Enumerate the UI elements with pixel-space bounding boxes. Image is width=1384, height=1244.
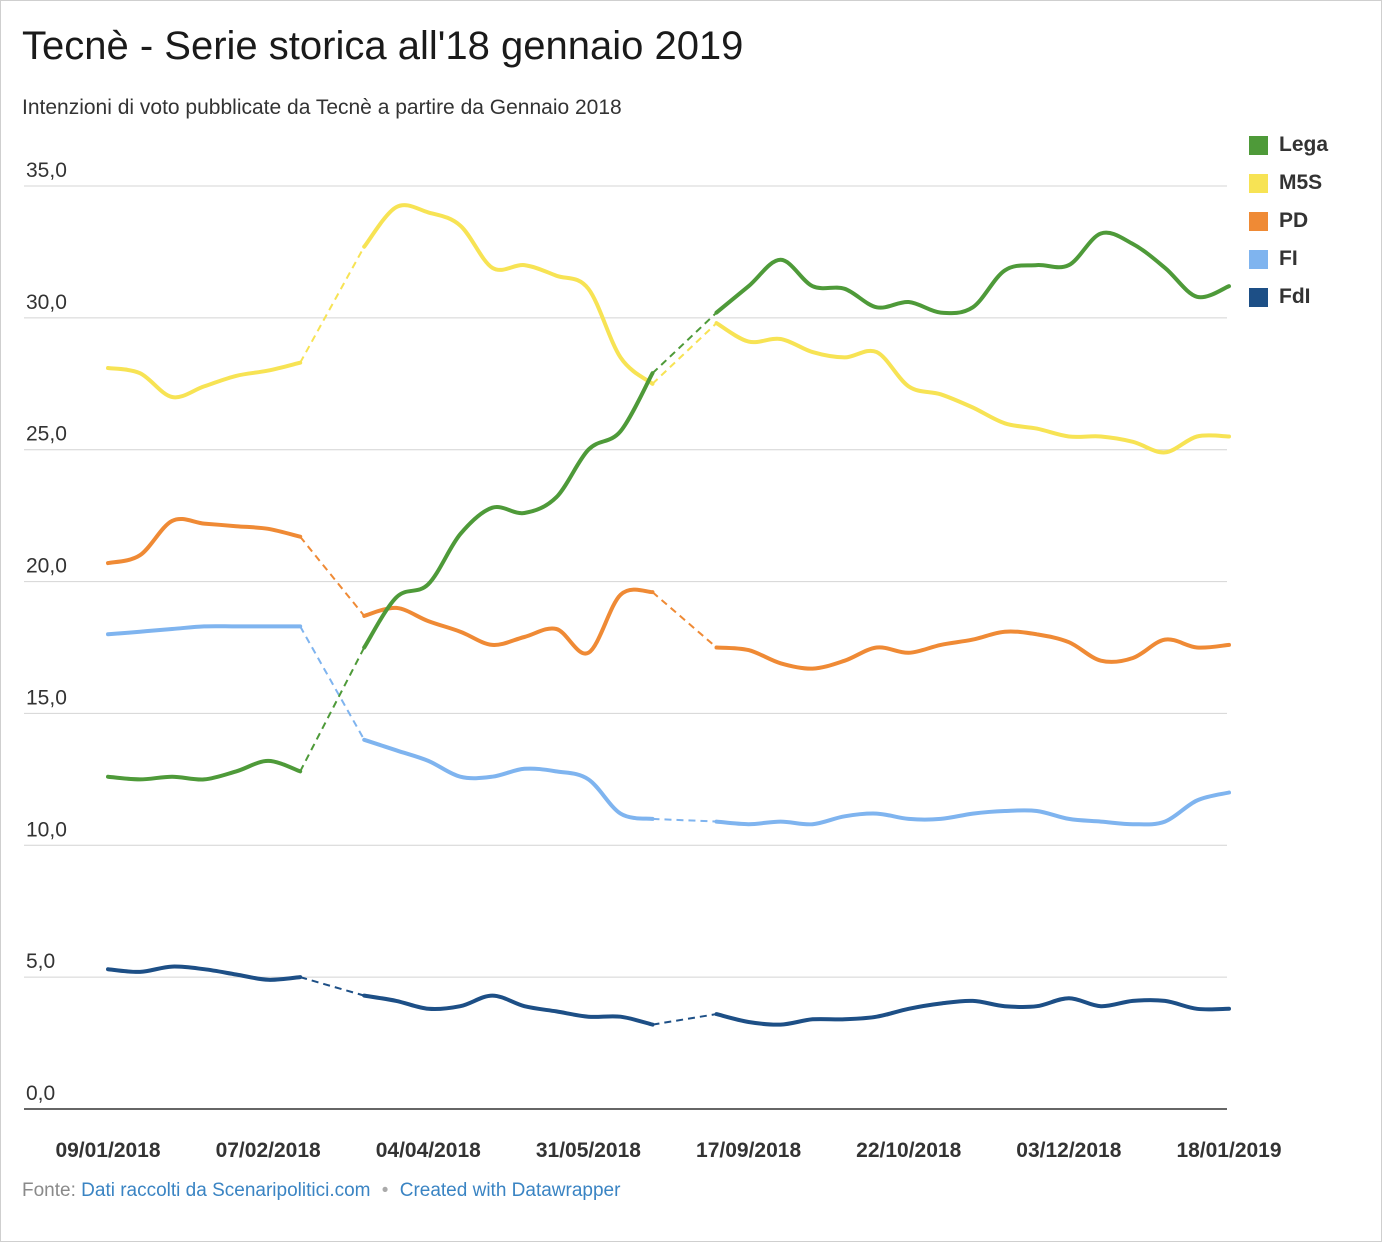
series-fdi-line: [362, 993, 655, 1027]
legend-item-m5s: M5S: [1249, 164, 1328, 202]
chart-legend: Lega M5S PD FI FdI: [1249, 126, 1328, 316]
legend-item-lega: Lega: [1249, 126, 1328, 164]
series-fi-line: [106, 624, 303, 637]
legend-swatch: [1249, 173, 1268, 193]
series-lega-line: [106, 758, 303, 782]
legend-item-fdi: FdI: [1249, 278, 1328, 316]
legend-swatch: [1249, 249, 1268, 269]
legend-item-fi: FI: [1249, 240, 1328, 278]
series-fdi-gap-line: [299, 976, 365, 997]
series-pd-gap-line: [651, 591, 718, 649]
series-pd-line: [362, 587, 655, 656]
y-tick-label: 25,0: [26, 423, 67, 446]
series-m5s-line: [106, 360, 303, 400]
series-lega-line: [362, 371, 655, 650]
series-fdi-line: [714, 996, 1231, 1027]
x-tick-label: 03/12/2018: [1016, 1139, 1121, 1162]
legend-item-pd: PD: [1249, 202, 1328, 240]
series-fdi-gap-line: [652, 1013, 717, 1026]
chart-footer: Fonte: Dati raccolti da Scenaripolitici.…: [22, 1180, 620, 1202]
x-tick-label: 18/01/2019: [1176, 1139, 1281, 1162]
legend-label: M5S: [1279, 171, 1323, 194]
series-m5s-line: [362, 203, 655, 386]
datawrapper-credit-link[interactable]: Created with Datawrapper: [399, 1180, 621, 1201]
series-fi-line: [362, 737, 655, 821]
y-tick-label: 20,0: [26, 555, 67, 578]
x-tick-label: 22/10/2018: [856, 1139, 961, 1162]
legend-swatch: [1249, 211, 1268, 231]
x-tick-label: 04/04/2018: [376, 1139, 481, 1162]
chart-title: Tecnè - Serie storica all'18 gennaio 201…: [22, 24, 744, 68]
series-pd-line: [714, 629, 1231, 671]
series-fi-gap-line: [299, 625, 366, 741]
legend-label: FdI: [1279, 285, 1311, 308]
x-tick-label: 09/01/2018: [55, 1139, 160, 1162]
chart-subtitle: Intenzioni di voto pubblicate da Tecnè a…: [22, 96, 622, 119]
series-m5s-line: [714, 321, 1231, 455]
series-m5s-gap-line: [651, 322, 718, 385]
x-tick-label: 17/09/2018: [696, 1139, 801, 1162]
series-fdi-line: [106, 964, 303, 982]
legend-swatch: [1249, 135, 1268, 155]
y-tick-label: 0,0: [26, 1082, 55, 1105]
series-pd-gap-line: [299, 536, 366, 617]
source-prefix: Fonte:: [22, 1180, 76, 1201]
x-tick-label: 07/02/2018: [216, 1139, 321, 1162]
legend-swatch: [1249, 287, 1268, 307]
series-fi-gap-line: [652, 817, 717, 823]
series-lega-gap-line: [299, 647, 366, 772]
series-fi-line: [714, 790, 1231, 827]
legend-label: Lega: [1279, 133, 1329, 156]
y-tick-label: 5,0: [26, 950, 55, 973]
x-tick-label: 31/05/2018: [536, 1139, 641, 1162]
y-tick-label: 10,0: [26, 818, 67, 841]
legend-label: FI: [1279, 247, 1298, 270]
y-tick-label: 30,0: [26, 291, 67, 314]
y-tick-label: 35,0: [26, 159, 67, 182]
source-link[interactable]: Dati raccolti da Scenaripolitici.com: [81, 1180, 371, 1201]
series-lega-gap-line: [651, 311, 718, 374]
series-pd-line: [106, 516, 303, 566]
series-lega-line: [714, 230, 1231, 316]
series-m5s-gap-line: [299, 246, 366, 364]
legend-label: PD: [1279, 209, 1309, 232]
footer-separator: •: [381, 1180, 389, 1201]
y-tick-label: 15,0: [26, 686, 67, 709]
